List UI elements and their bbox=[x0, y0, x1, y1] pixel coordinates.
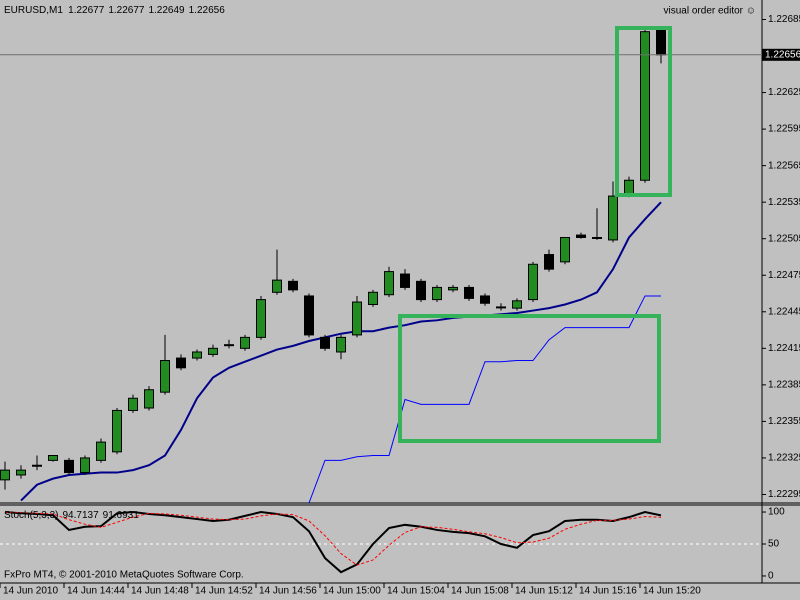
candle-body bbox=[96, 441, 106, 461]
candle-body bbox=[208, 347, 218, 355]
candle-body bbox=[640, 31, 650, 181]
candle-body bbox=[160, 360, 170, 393]
candle-body bbox=[400, 273, 410, 288]
x-tick-label: 14 Jun 14:56 bbox=[259, 586, 317, 597]
candle-body bbox=[144, 389, 154, 409]
candle-body bbox=[64, 459, 74, 474]
y-tick-label: 1.22565 bbox=[768, 160, 800, 171]
candle-body bbox=[592, 236, 602, 239]
chart-header: EURUSD,M1 1.22677 1.22677 1.22649 1.22656 bbox=[4, 5, 225, 16]
ohlc-open: 1.22677 bbox=[68, 5, 105, 16]
y-tick-label: 0 bbox=[768, 571, 774, 582]
candle-body bbox=[416, 280, 426, 301]
candle-body bbox=[352, 301, 362, 336]
candle-body bbox=[112, 409, 122, 453]
y-tick-label: 1.22385 bbox=[768, 380, 800, 391]
expert-label: visual order editor ☺ bbox=[664, 6, 756, 17]
candle-body bbox=[16, 469, 26, 476]
highlight-box bbox=[398, 314, 661, 443]
highlight-box bbox=[615, 26, 672, 197]
candle-body bbox=[336, 336, 346, 353]
candle-body bbox=[176, 357, 186, 369]
candle-body bbox=[512, 300, 522, 309]
candle-body bbox=[464, 286, 474, 299]
x-tick-label: 14 Jun 15:12 bbox=[515, 586, 573, 597]
candle-body bbox=[256, 299, 266, 338]
y-tick-label: 1.22325 bbox=[768, 453, 800, 464]
x-tick-label: 14 Jun 15:20 bbox=[643, 586, 701, 597]
y-tick-label: 1.22415 bbox=[768, 343, 800, 354]
x-tick-label: 14 Jun 14:48 bbox=[131, 586, 189, 597]
moving-average bbox=[308, 295, 661, 504]
indicator-name: Stoch(5,3,3) bbox=[4, 510, 58, 521]
candle-body bbox=[192, 351, 202, 359]
candle-body bbox=[224, 344, 234, 347]
candle-body bbox=[0, 469, 10, 481]
candle-body bbox=[432, 286, 442, 301]
candle-body bbox=[384, 271, 394, 296]
candle-body bbox=[304, 295, 314, 336]
candle-body bbox=[608, 195, 618, 241]
x-tick-label: 14 Jun 15:08 bbox=[451, 586, 509, 597]
candle-body bbox=[576, 234, 586, 238]
current-price-box bbox=[762, 48, 800, 61]
candle-body bbox=[288, 280, 298, 291]
y-tick-label: 1.22295 bbox=[768, 489, 800, 500]
stochastic-line bbox=[4, 511, 662, 566]
stoch-header: Stoch(5,3,3) 94.7137 91.6931 bbox=[4, 510, 139, 521]
y-tick-label: 50 bbox=[768, 539, 780, 550]
candle-body bbox=[32, 464, 42, 467]
candle-body bbox=[480, 295, 490, 304]
y-tick-label: 1.22505 bbox=[768, 233, 800, 244]
ohlc-high: 1.22677 bbox=[108, 5, 145, 16]
x-tick-label: 14 Jun 2010 bbox=[3, 586, 58, 597]
x-tick-label: 14 Jun 15:16 bbox=[579, 586, 637, 597]
candle-body bbox=[272, 279, 282, 293]
y-tick-label: 1.22355 bbox=[768, 416, 800, 427]
candle-body bbox=[544, 254, 554, 270]
candle-body bbox=[448, 286, 458, 291]
stoch-main: 94.7137 bbox=[62, 510, 99, 521]
x-tick-label: 14 Jun 14:44 bbox=[67, 586, 125, 597]
y-tick-label: 1.22445 bbox=[768, 306, 800, 317]
ohlc-low: 1.22649 bbox=[148, 5, 185, 16]
stoch-signal: 91.6931 bbox=[103, 510, 140, 521]
candle-body bbox=[656, 28, 666, 56]
y-tick-label: 100 bbox=[768, 507, 785, 518]
y-tick-label: 1.22685 bbox=[768, 14, 800, 25]
candle-body bbox=[240, 336, 250, 349]
x-tick-label: 14 Jun 15:04 bbox=[387, 586, 445, 597]
y-tick-label: 1.22595 bbox=[768, 124, 800, 135]
candle-body bbox=[368, 291, 378, 305]
candle-body bbox=[496, 306, 506, 309]
stochastic-line bbox=[4, 510, 662, 574]
plot-layer: 1.22685 1.22625 1.22595 1.22565 1.22535 1.225… bbox=[0, 14, 800, 597]
candle-body bbox=[48, 455, 58, 461]
symbol: EURUSD,M1 bbox=[4, 5, 63, 16]
current-price-label: 1.22656 bbox=[765, 49, 800, 60]
candle-body bbox=[560, 236, 570, 263]
y-tick-label: 1.22475 bbox=[768, 270, 800, 281]
y-tick-label: 1.22535 bbox=[768, 197, 800, 208]
candle-body bbox=[528, 263, 538, 301]
moving-average bbox=[20, 201, 662, 502]
copyright: FxPro MT4, © 2001-2010 MetaQuotes Softwa… bbox=[4, 570, 244, 581]
candle-body bbox=[80, 457, 90, 474]
y-tick-label: 1.22625 bbox=[768, 87, 800, 98]
x-tick-label: 14 Jun 14:52 bbox=[195, 586, 253, 597]
candle-body bbox=[624, 179, 634, 196]
candle-body bbox=[320, 336, 330, 349]
x-tick-label: 14 Jun 15:00 bbox=[323, 586, 381, 597]
ohlc-close: 1.22656 bbox=[189, 5, 226, 16]
candle-body bbox=[128, 397, 138, 411]
